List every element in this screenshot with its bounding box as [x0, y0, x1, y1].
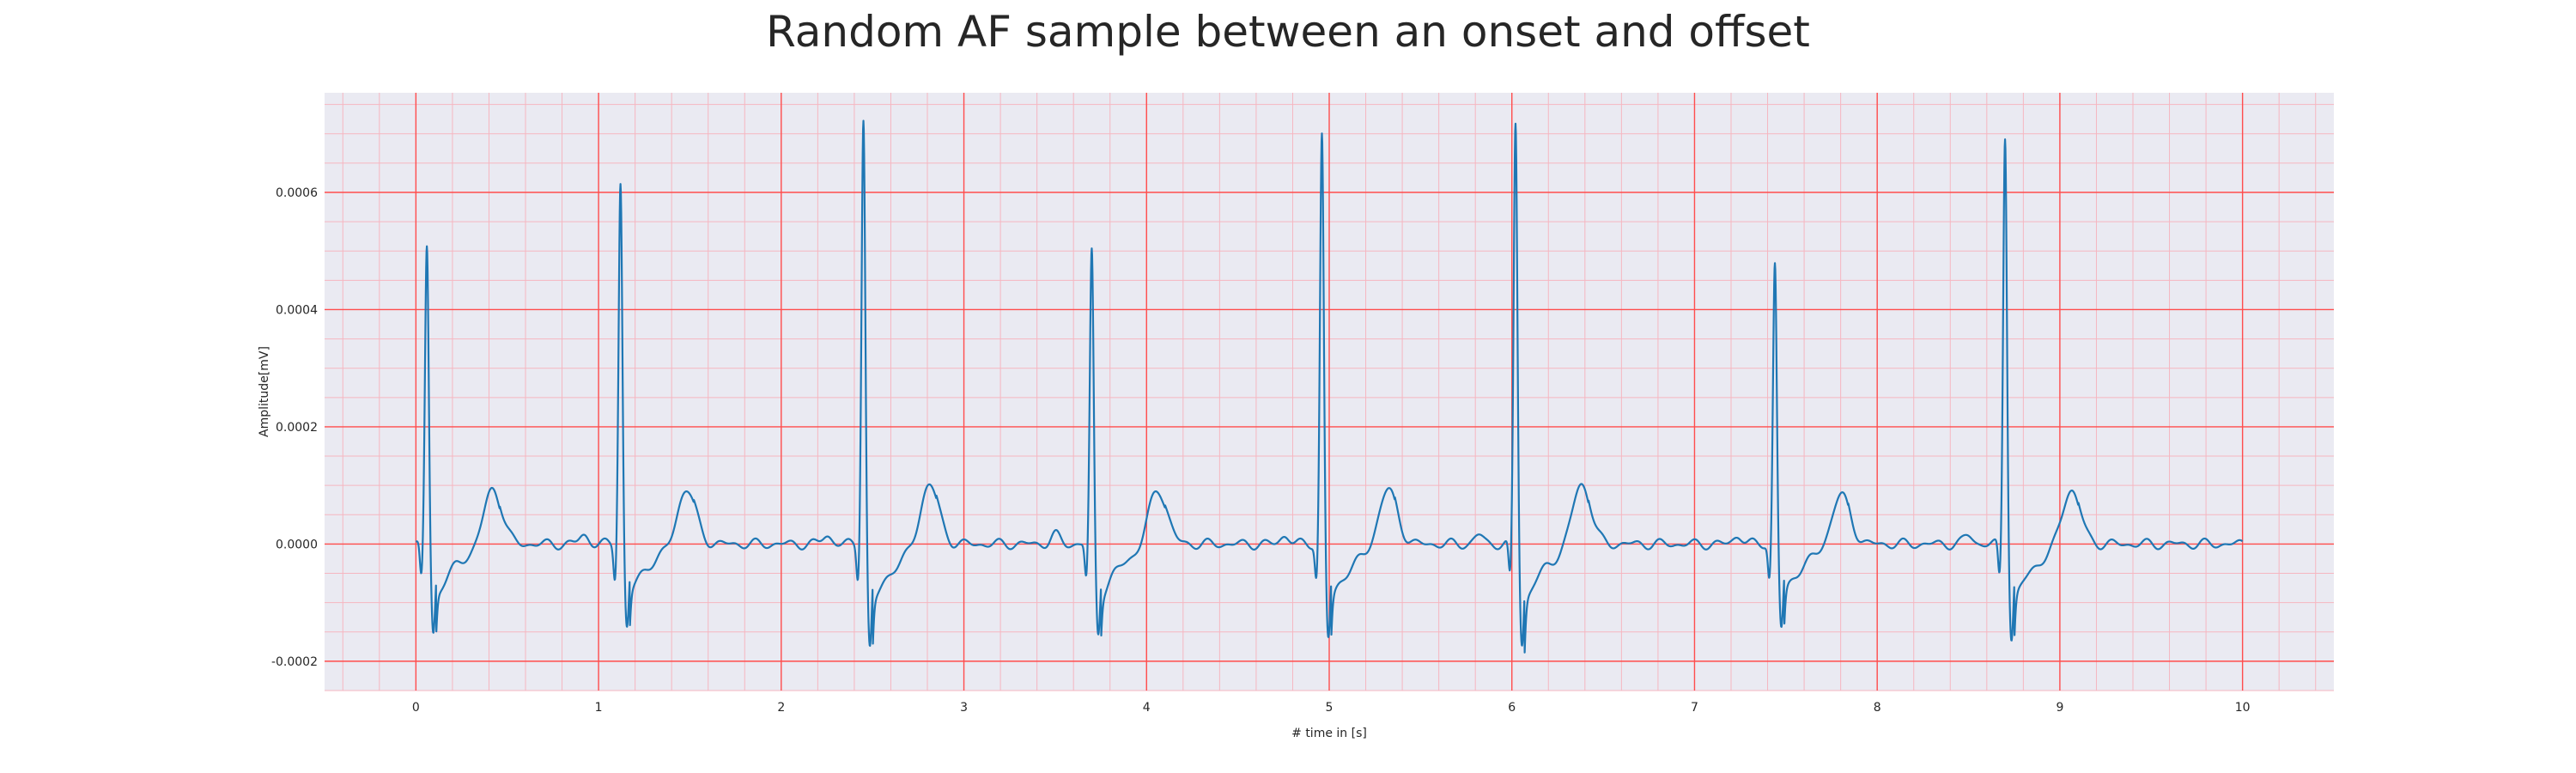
y-tick-label: 0.0006 [276, 186, 318, 200]
x-tick-label: 4 [1143, 701, 1151, 715]
y-tick-label: 0.0000 [276, 538, 318, 551]
x-tick-label: 9 [2056, 701, 2063, 715]
x-tick-label: 3 [960, 701, 968, 715]
x-tick-label: 7 [1691, 701, 1698, 715]
ecg-series-line [415, 119, 2244, 654]
major-grid [325, 93, 2334, 691]
chart-title: Random AF sample between an onset and of… [766, 7, 1810, 57]
x-tick-label: 6 [1508, 701, 1516, 715]
y-tick-label: 0.0004 [276, 303, 318, 317]
x-tick-label: 0 [412, 701, 420, 715]
x-tick-label: 10 [2235, 701, 2251, 715]
x-axis-ticks: 0 1 2 3 4 5 6 7 8 9 10 [412, 701, 2251, 715]
x-tick-label: 8 [1874, 701, 1881, 715]
x-axis-label: # time in [s] [1291, 727, 1367, 740]
x-tick-label: 1 [595, 701, 603, 715]
y-axis-ticks: -0.0002 0.0000 0.0002 0.0004 0.0006 [271, 186, 318, 669]
x-tick-label: 5 [1326, 701, 1334, 715]
x-tick-label: 2 [777, 701, 785, 715]
y-tick-label: 0.0002 [276, 421, 318, 435]
y-axis-label: Amplitude[mV] [258, 346, 271, 437]
y-tick-label: -0.0002 [271, 655, 318, 669]
